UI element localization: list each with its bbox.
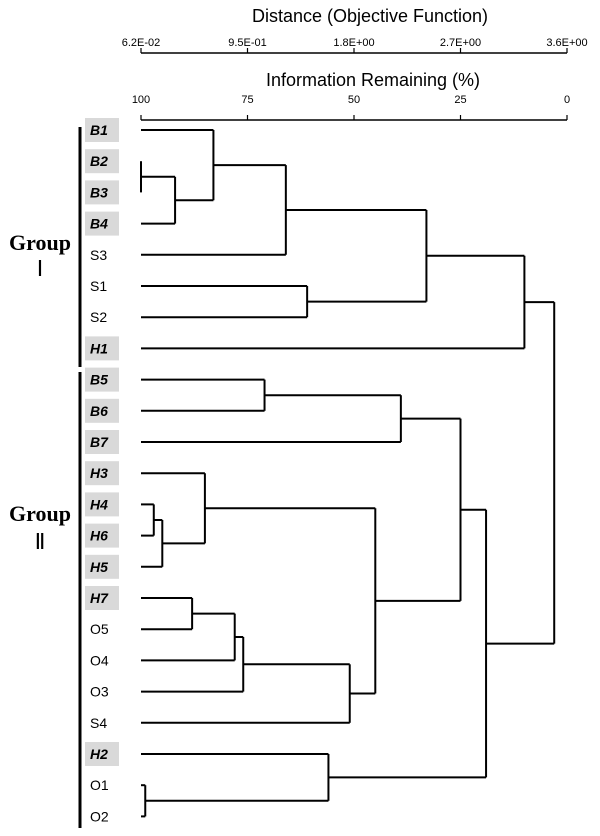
distance-tick-label: 3.6E+00 bbox=[546, 37, 587, 49]
leaf-label: H3 bbox=[90, 465, 108, 481]
distance-axis-title: Distance (Objective Function) bbox=[252, 6, 488, 26]
leaf-highlight bbox=[85, 118, 119, 142]
leaf-label: S3 bbox=[90, 247, 107, 263]
leaf-highlight bbox=[85, 149, 119, 174]
group-2-numeral: Ⅱ bbox=[35, 529, 46, 554]
leaf-highlight bbox=[85, 554, 119, 579]
leaf-label: S4 bbox=[90, 715, 107, 731]
group-2-label: Group bbox=[9, 501, 71, 526]
leaf-label: B1 bbox=[90, 122, 108, 138]
leaf-label: B7 bbox=[90, 434, 109, 450]
leaf-label: S1 bbox=[90, 278, 107, 294]
leaf-label: H6 bbox=[90, 528, 108, 544]
leaf-label: H2 bbox=[90, 746, 108, 762]
group-1-label: Group bbox=[9, 230, 71, 255]
cluster-tree bbox=[140, 129, 556, 818]
info-tick-label: 0 bbox=[564, 94, 570, 106]
leaf-label: B4 bbox=[90, 216, 108, 232]
leaf-highlight bbox=[85, 367, 119, 392]
leaf-highlight bbox=[85, 742, 119, 766]
distance-tick-label: 9.5E-01 bbox=[228, 37, 267, 49]
leaf-highlight bbox=[85, 211, 119, 236]
info-axis-title: Information Remaining (%) bbox=[266, 70, 480, 90]
distance-axis-ticks: 6.2E-02 9.5E-01 1.8E+00 2.7E+00 3.6E+00 bbox=[122, 37, 588, 53]
leaf-label: O3 bbox=[90, 684, 109, 700]
leaf-label: O4 bbox=[90, 652, 109, 668]
leaf-label: H4 bbox=[90, 496, 108, 512]
leaf-highlight bbox=[85, 398, 119, 423]
leaf-labels: B1 B2 B3 B4 S3 S1 S2 H1 B5 B6 B7 H3 H4 H6 H5 H7 O5 O4 O3 S4… bbox=[85, 118, 119, 824]
leaf-highlight bbox=[85, 523, 119, 548]
leaf-label: S2 bbox=[90, 309, 107, 325]
leaf-label: O2 bbox=[90, 808, 109, 824]
info-tick-label: 25 bbox=[454, 94, 466, 106]
leaf-label: B5 bbox=[90, 372, 108, 388]
leaf-highlight bbox=[85, 180, 119, 205]
distance-tick-label: 6.2E-02 bbox=[122, 37, 161, 49]
info-tick-label: 50 bbox=[348, 94, 360, 106]
leaf-highlight bbox=[85, 336, 119, 361]
leaf-label: B3 bbox=[90, 184, 108, 200]
distance-tick-label: 2.7E+00 bbox=[440, 37, 481, 49]
leaf-highlight bbox=[85, 586, 119, 610]
info-axis-ticks: 100 75 50 25 0 bbox=[132, 94, 570, 120]
leaf-label: O1 bbox=[90, 777, 109, 793]
info-tick-label: 100 bbox=[132, 94, 150, 106]
leaf-highlight bbox=[85, 461, 119, 486]
leaf-label: O5 bbox=[90, 621, 109, 637]
distance-tick-label: 1.8E+00 bbox=[333, 37, 374, 49]
info-tick-label: 75 bbox=[241, 94, 253, 106]
leaf-label: B6 bbox=[90, 403, 108, 419]
group-1-numeral: Ⅰ bbox=[37, 256, 44, 281]
leaf-highlight bbox=[85, 430, 119, 454]
leaf-label: H5 bbox=[90, 559, 108, 575]
leaf-label: H7 bbox=[90, 590, 109, 606]
leaf-label: B2 bbox=[90, 153, 108, 169]
leaf-label: H1 bbox=[90, 340, 108, 356]
leaf-highlight bbox=[85, 492, 119, 517]
